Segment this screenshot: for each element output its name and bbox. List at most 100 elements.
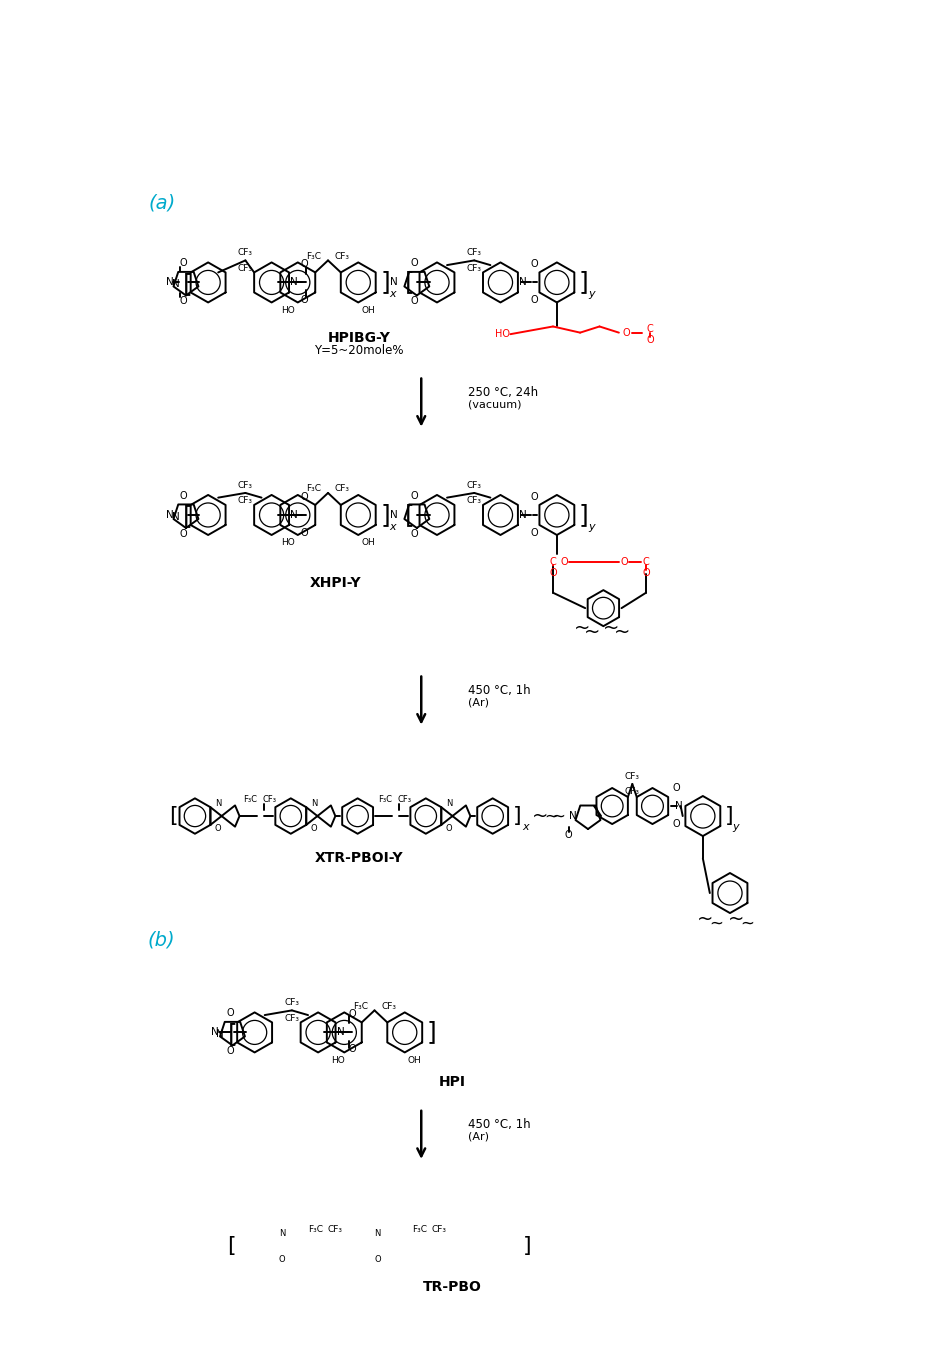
Text: N: N bbox=[310, 799, 317, 809]
Text: O: O bbox=[531, 529, 539, 538]
Text: CF₃: CF₃ bbox=[625, 772, 640, 781]
Text: O: O bbox=[446, 824, 452, 833]
Text: ]: ] bbox=[523, 1237, 531, 1257]
Text: CF₃: CF₃ bbox=[334, 484, 349, 493]
Text: N: N bbox=[290, 277, 298, 288]
Text: O: O bbox=[621, 557, 628, 567]
Text: N: N bbox=[519, 510, 526, 520]
Text: CF₃: CF₃ bbox=[625, 787, 640, 796]
Text: x: x bbox=[522, 822, 528, 832]
Text: [: [ bbox=[184, 504, 193, 529]
Text: HO: HO bbox=[281, 538, 294, 548]
Text: ~: ~ bbox=[603, 618, 620, 637]
Text: F₃C: F₃C bbox=[307, 1224, 323, 1234]
Text: CF₃: CF₃ bbox=[466, 481, 482, 489]
Text: C: C bbox=[549, 557, 556, 567]
Text: O: O bbox=[180, 296, 188, 306]
Text: ]: ] bbox=[381, 503, 390, 527]
Text: O: O bbox=[227, 1046, 234, 1056]
Text: (Ar): (Ar) bbox=[467, 697, 488, 707]
Text: TR-PBO: TR-PBO bbox=[423, 1280, 482, 1294]
Text: OH: OH bbox=[362, 306, 375, 315]
Text: ~: ~ bbox=[614, 622, 630, 641]
Text: N: N bbox=[166, 277, 173, 288]
Text: O: O bbox=[300, 295, 307, 306]
Text: ~: ~ bbox=[551, 807, 565, 825]
Text: O: O bbox=[348, 1045, 356, 1055]
Text: y: y bbox=[732, 822, 739, 832]
Text: CF₃: CF₃ bbox=[466, 249, 482, 257]
Text: [: [ bbox=[169, 806, 178, 826]
Text: y: y bbox=[588, 522, 595, 531]
Text: CF₃: CF₃ bbox=[381, 1002, 396, 1011]
Text: N: N bbox=[171, 511, 179, 522]
Text: O: O bbox=[300, 492, 307, 501]
Text: CF₃: CF₃ bbox=[238, 496, 253, 506]
Text: [: [ bbox=[228, 1237, 236, 1257]
Text: F₃C: F₃C bbox=[353, 1002, 367, 1011]
Text: O: O bbox=[560, 557, 567, 567]
Text: O: O bbox=[531, 260, 539, 269]
Text: N: N bbox=[166, 510, 173, 520]
Text: F₃C: F₃C bbox=[307, 251, 322, 261]
Text: N: N bbox=[211, 1027, 219, 1037]
Text: ~: ~ bbox=[728, 909, 744, 928]
Text: CF₃: CF₃ bbox=[238, 481, 253, 489]
Text: OH: OH bbox=[362, 538, 375, 548]
Text: XHPI-Y: XHPI-Y bbox=[310, 576, 362, 590]
Text: [: [ bbox=[406, 270, 415, 295]
Text: O: O bbox=[279, 1254, 286, 1264]
Text: O: O bbox=[643, 568, 650, 579]
Text: O: O bbox=[673, 819, 681, 829]
Text: Y=5~20mole%: Y=5~20mole% bbox=[314, 344, 404, 357]
Text: O: O bbox=[348, 1010, 356, 1019]
Text: (a): (a) bbox=[148, 193, 175, 212]
Text: O: O bbox=[215, 824, 222, 833]
Text: CF₃: CF₃ bbox=[466, 496, 482, 506]
Text: CF₃: CF₃ bbox=[327, 1224, 342, 1234]
Text: O: O bbox=[531, 295, 539, 306]
Text: O: O bbox=[180, 529, 188, 540]
Text: O: O bbox=[531, 492, 539, 501]
Text: ~: ~ bbox=[532, 806, 548, 825]
Text: N: N bbox=[389, 277, 397, 288]
Text: F₃C: F₃C bbox=[307, 484, 322, 493]
Text: CF₃: CF₃ bbox=[285, 1014, 299, 1022]
Text: ]: ] bbox=[725, 806, 734, 826]
Text: F₃C: F₃C bbox=[412, 1224, 427, 1234]
Text: 450 °C, 1h: 450 °C, 1h bbox=[467, 684, 530, 697]
Text: CF₃: CF₃ bbox=[238, 249, 253, 257]
Text: HO: HO bbox=[331, 1056, 346, 1065]
Text: N: N bbox=[568, 811, 576, 821]
Text: N: N bbox=[171, 279, 179, 289]
Text: x: x bbox=[389, 289, 396, 299]
Text: CF₃: CF₃ bbox=[432, 1224, 446, 1234]
Text: ]: ] bbox=[513, 806, 522, 826]
Text: x: x bbox=[389, 522, 396, 531]
Text: O: O bbox=[180, 491, 188, 501]
Text: ~: ~ bbox=[697, 909, 713, 928]
Text: N: N bbox=[216, 1029, 224, 1038]
Text: O: O bbox=[410, 296, 418, 306]
Text: O: O bbox=[410, 258, 418, 269]
Text: N: N bbox=[446, 799, 452, 809]
Text: O: O bbox=[673, 783, 681, 794]
Text: N: N bbox=[279, 1229, 285, 1238]
Text: C: C bbox=[643, 557, 649, 567]
Text: ~: ~ bbox=[740, 915, 754, 932]
Text: (vacuum): (vacuum) bbox=[467, 400, 522, 409]
Text: HPIBG-Y: HPIBG-Y bbox=[327, 332, 390, 345]
Text: O: O bbox=[310, 824, 317, 833]
Text: ]: ] bbox=[381, 270, 390, 295]
Text: CF₃: CF₃ bbox=[398, 795, 412, 803]
Text: ~: ~ bbox=[585, 622, 601, 641]
Text: (Ar): (Ar) bbox=[467, 1131, 488, 1142]
Text: O: O bbox=[300, 529, 307, 538]
Text: N: N bbox=[389, 510, 397, 520]
Text: CF₃: CF₃ bbox=[334, 251, 349, 261]
Text: O: O bbox=[300, 260, 307, 269]
Text: ~: ~ bbox=[709, 915, 723, 932]
Text: HPI: HPI bbox=[439, 1075, 466, 1090]
Text: CF₃: CF₃ bbox=[285, 999, 299, 1007]
Text: N: N bbox=[374, 1229, 381, 1238]
